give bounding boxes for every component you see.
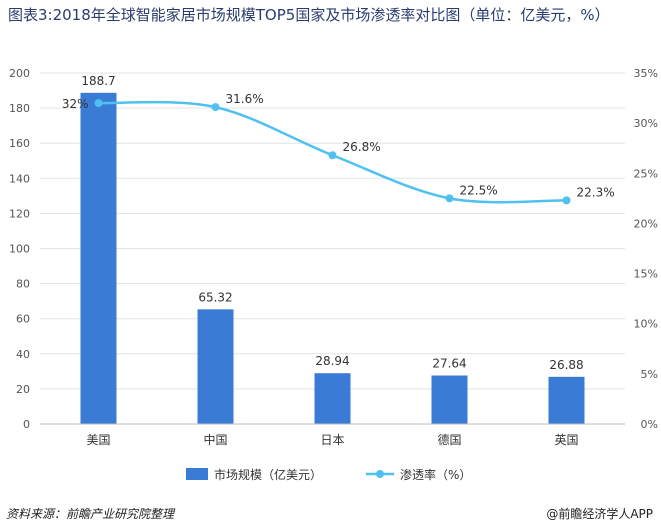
y-tick-label: 160: [9, 137, 30, 150]
line-point: [445, 194, 454, 203]
y-tick-label: 200: [9, 67, 30, 80]
bar: [314, 373, 351, 424]
y-tick-label: 60: [16, 313, 30, 326]
chart-title: 图表3:2018年全球智能家居市场规模TOP5国家及市场渗透率对比图（单位：亿美…: [8, 6, 610, 24]
bar-value-label: 65.32: [198, 290, 232, 304]
y-tick-label: 100: [9, 243, 30, 256]
line-value-label: 22.3%: [577, 185, 615, 199]
y-tick-label: 0: [23, 418, 30, 431]
line-value-label: 22.5%: [460, 183, 498, 197]
legend-line-label: 渗透率（%）: [400, 467, 471, 482]
line-point: [562, 196, 571, 205]
y-tick-label: 20: [16, 383, 30, 396]
line-value-label: 32%: [62, 97, 89, 111]
y2-tick-label: 35%: [634, 67, 658, 80]
bar: [197, 309, 234, 424]
line-point: [328, 151, 337, 160]
bar-value-label: 28.94: [315, 354, 349, 368]
y-tick-label: 140: [9, 172, 30, 185]
bar: [431, 375, 468, 424]
credit-note: @前瞻经济学人APP: [546, 507, 653, 521]
line-value-label: 31.6%: [226, 92, 264, 106]
x-tick-label: 日本: [320, 433, 344, 447]
y-tick-label: 40: [16, 348, 30, 361]
y2-tick-label: 0%: [641, 418, 658, 431]
y-tick-label: 180: [9, 102, 30, 115]
y2-tick-label: 15%: [634, 268, 658, 281]
legend-bar-label: 市场规模（亿美元）: [214, 467, 322, 482]
y2-tick-label: 30%: [634, 117, 658, 130]
y2-tick-label: 10%: [634, 318, 658, 331]
bar: [80, 92, 117, 425]
bar-value-label: 26.88: [549, 358, 583, 372]
bar: [548, 376, 585, 424]
y-tick-label: 80: [16, 278, 30, 291]
y2-tick-label: 20%: [634, 217, 658, 230]
bar-value-label: 27.64: [432, 356, 466, 370]
bar-value-label: 188.7: [81, 74, 115, 88]
legend-bar-swatch: [186, 468, 208, 480]
x-tick-label: 英国: [554, 433, 578, 447]
x-tick-label: 德国: [437, 432, 461, 447]
line-point: [94, 99, 103, 108]
y2-tick-label: 25%: [634, 167, 658, 180]
line-point: [211, 103, 220, 112]
legend-line-marker: [376, 470, 384, 478]
y-tick-label: 120: [9, 207, 30, 220]
line-value-label: 26.8%: [343, 140, 381, 154]
y2-tick-label: 5%: [641, 368, 658, 381]
x-tick-label: 中国: [203, 432, 227, 447]
source-note: 资料来源：前瞻产业研究院整理: [6, 507, 175, 521]
x-tick-label: 美国: [86, 433, 110, 447]
